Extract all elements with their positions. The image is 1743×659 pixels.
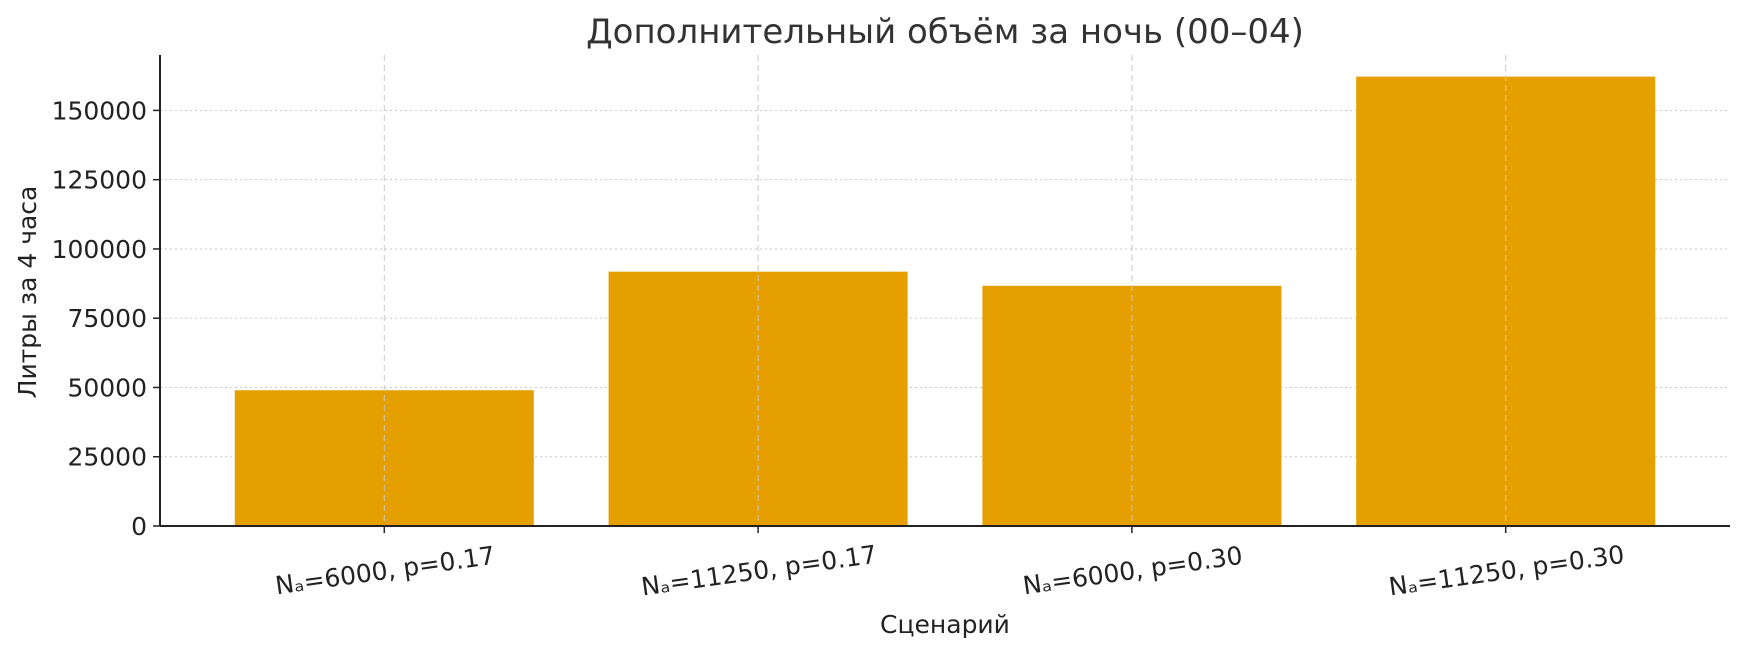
x-tick-label: Nₐ=11250, p=0.30 — [1387, 540, 1626, 602]
chart-title: Дополнительный объём за ночь (00–04) — [586, 12, 1304, 52]
y-tick-label: 25000 — [67, 443, 147, 472]
y-tick-label: 150000 — [52, 96, 147, 125]
bar — [1356, 76, 1656, 526]
axes-layer — [153, 55, 1730, 533]
x-tick-label: Nₐ=6000, p=0.30 — [1021, 541, 1244, 601]
y-tick-label: 125000 — [52, 166, 147, 195]
x-tick-label: Nₐ=11250, p=0.17 — [639, 540, 878, 602]
y-tick-label: 50000 — [67, 373, 147, 402]
x-axis-title: Сценарий — [880, 610, 1010, 639]
y-tick-label: 100000 — [52, 235, 147, 264]
y-axis-title: Литры за 4 часа — [13, 186, 42, 399]
bars-layer — [234, 55, 1656, 526]
y-tick-label: 75000 — [67, 304, 147, 333]
y-tick-label: 0 — [131, 512, 147, 541]
x-tick-label: Nₐ=6000, p=0.17 — [273, 541, 496, 601]
